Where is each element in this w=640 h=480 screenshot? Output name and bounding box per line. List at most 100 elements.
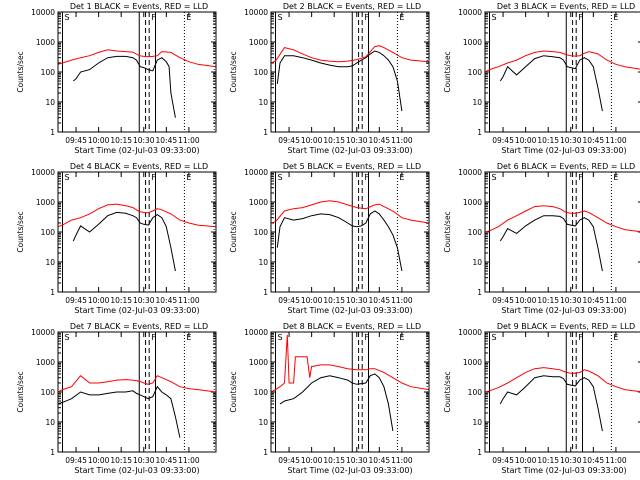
y-tick-label: 1 [50,288,55,297]
x-tick-label: 10:30 [560,136,582,145]
y-tick-label: 1 [263,128,268,137]
x-tick-label: 10:15 [537,296,559,305]
marker-label-f: F [364,333,369,342]
x-tick-label: 10:30 [560,456,582,465]
panel-title: Det 1 BLACK = Events, RED = LLD [70,2,208,11]
x-axis-label: Start Time (02-Jul-03 09:33:00) [74,306,199,315]
x-tick-label: 10:15 [110,296,132,305]
y-tick-label: 100 [254,68,269,77]
y-axis-label: Counts/sec [229,211,238,252]
y-tick-label: 100 [41,228,56,237]
x-tick-label: 11:00 [605,296,627,305]
y-tick-label: 10000 [244,328,268,337]
panel-title: Det 5 BLACK = Events, RED = LLD [283,162,421,171]
y-tick-label: 100 [468,228,483,237]
x-tick-label: 11:00 [605,136,627,145]
y-axis-label: Counts/sec [443,211,452,252]
x-tick-label: 10:15 [537,136,559,145]
x-axis-label: Start Time (02-Jul-03 09:33:00) [74,146,199,155]
plot-frame [270,171,430,293]
lld-series-line [484,367,640,393]
x-tick-label: 10:30 [133,296,155,305]
lld-series-line [270,200,430,224]
lld-series-line [57,374,217,393]
y-tick-label: 10 [258,98,268,107]
y-tick-label: 10000 [31,168,55,177]
x-tick-label: 10:45 [156,456,178,465]
marker-label-e: E [399,13,404,22]
x-tick-label: 10:15 [323,456,345,465]
marker-label-e: E [186,173,191,182]
y-axis-label: Counts/sec [229,371,238,412]
events-series-line [499,55,603,112]
x-tick-label: 10:45 [583,296,605,305]
lld-series-line [57,203,217,228]
plot-frame [57,11,217,133]
x-tick-label: 10:30 [346,136,368,145]
y-tick-label: 100 [41,68,56,77]
x-tick-label: 10:15 [323,136,345,145]
y-tick-label: 10 [472,258,482,267]
marker-label-s: S [65,13,70,22]
events-series-line [57,385,181,438]
y-tick-label: 10 [258,258,268,267]
y-tick-label: 100 [468,68,483,77]
lld-series-line [484,50,640,73]
x-tick-label: 10:45 [156,136,178,145]
lld-series-line [270,45,430,64]
x-axis-label: Start Time (02-Jul-03 09:33:00) [74,466,199,475]
panel-title: Det 9 BLACK = Events, RED = LLD [497,322,635,331]
x-tick-label: 10:00 [301,296,323,305]
x-tick-label: 10:45 [156,296,178,305]
x-tick-label: 10:45 [369,456,391,465]
x-tick-label: 09:45 [65,456,87,465]
marker-label-f: F [151,13,156,22]
y-tick-label: 1000 [463,358,482,367]
y-tick-label: 10 [472,98,482,107]
y-tick-label: 10000 [31,328,55,337]
events-series-line [72,55,176,118]
x-tick-label: 10:00 [301,456,323,465]
plot-frame [57,331,217,453]
plot-frame [484,11,640,133]
marker-label-e: E [186,13,191,22]
x-tick-label: 10:15 [537,456,559,465]
plot-frame [270,331,430,453]
x-tick-label: 10:45 [369,136,391,145]
y-tick-label: 1 [263,448,268,457]
x-tick-label: 10:45 [583,456,605,465]
marker-label-s: S [278,173,283,182]
x-tick-label: 10:15 [323,296,345,305]
marker-label-f: F [364,13,369,22]
plot-frame [484,171,640,293]
x-tick-label: 11:00 [605,456,627,465]
plot-frame [270,11,430,133]
x-axis-label: Start Time (02-Jul-03 09:33:00) [287,146,412,155]
y-tick-label: 100 [468,388,483,397]
y-tick-label: 1000 [249,358,268,367]
marker-label-s: S [65,333,70,342]
marker-label-f: F [151,333,156,342]
y-tick-label: 1000 [36,358,55,367]
x-tick-label: 09:45 [278,456,300,465]
x-tick-label: 10:30 [346,456,368,465]
y-tick-label: 10 [472,418,482,427]
y-tick-label: 10000 [458,328,482,337]
x-tick-label: 11:00 [178,456,200,465]
panel-title: Det 4 BLACK = Events, RED = LLD [70,162,208,171]
panel-title: Det 2 BLACK = Events, RED = LLD [283,2,421,11]
y-tick-label: 100 [254,228,269,237]
panel-title: Det 3 BLACK = Events, RED = LLD [497,2,635,11]
y-tick-label: 1 [477,288,482,297]
x-tick-label: 10:00 [88,136,110,145]
y-tick-label: 1 [477,448,482,457]
marker-label-s: S [65,173,70,182]
x-tick-label: 10:45 [583,136,605,145]
y-tick-label: 10 [45,258,55,267]
events-series-line [276,210,403,272]
marker-label-f: F [151,173,156,182]
